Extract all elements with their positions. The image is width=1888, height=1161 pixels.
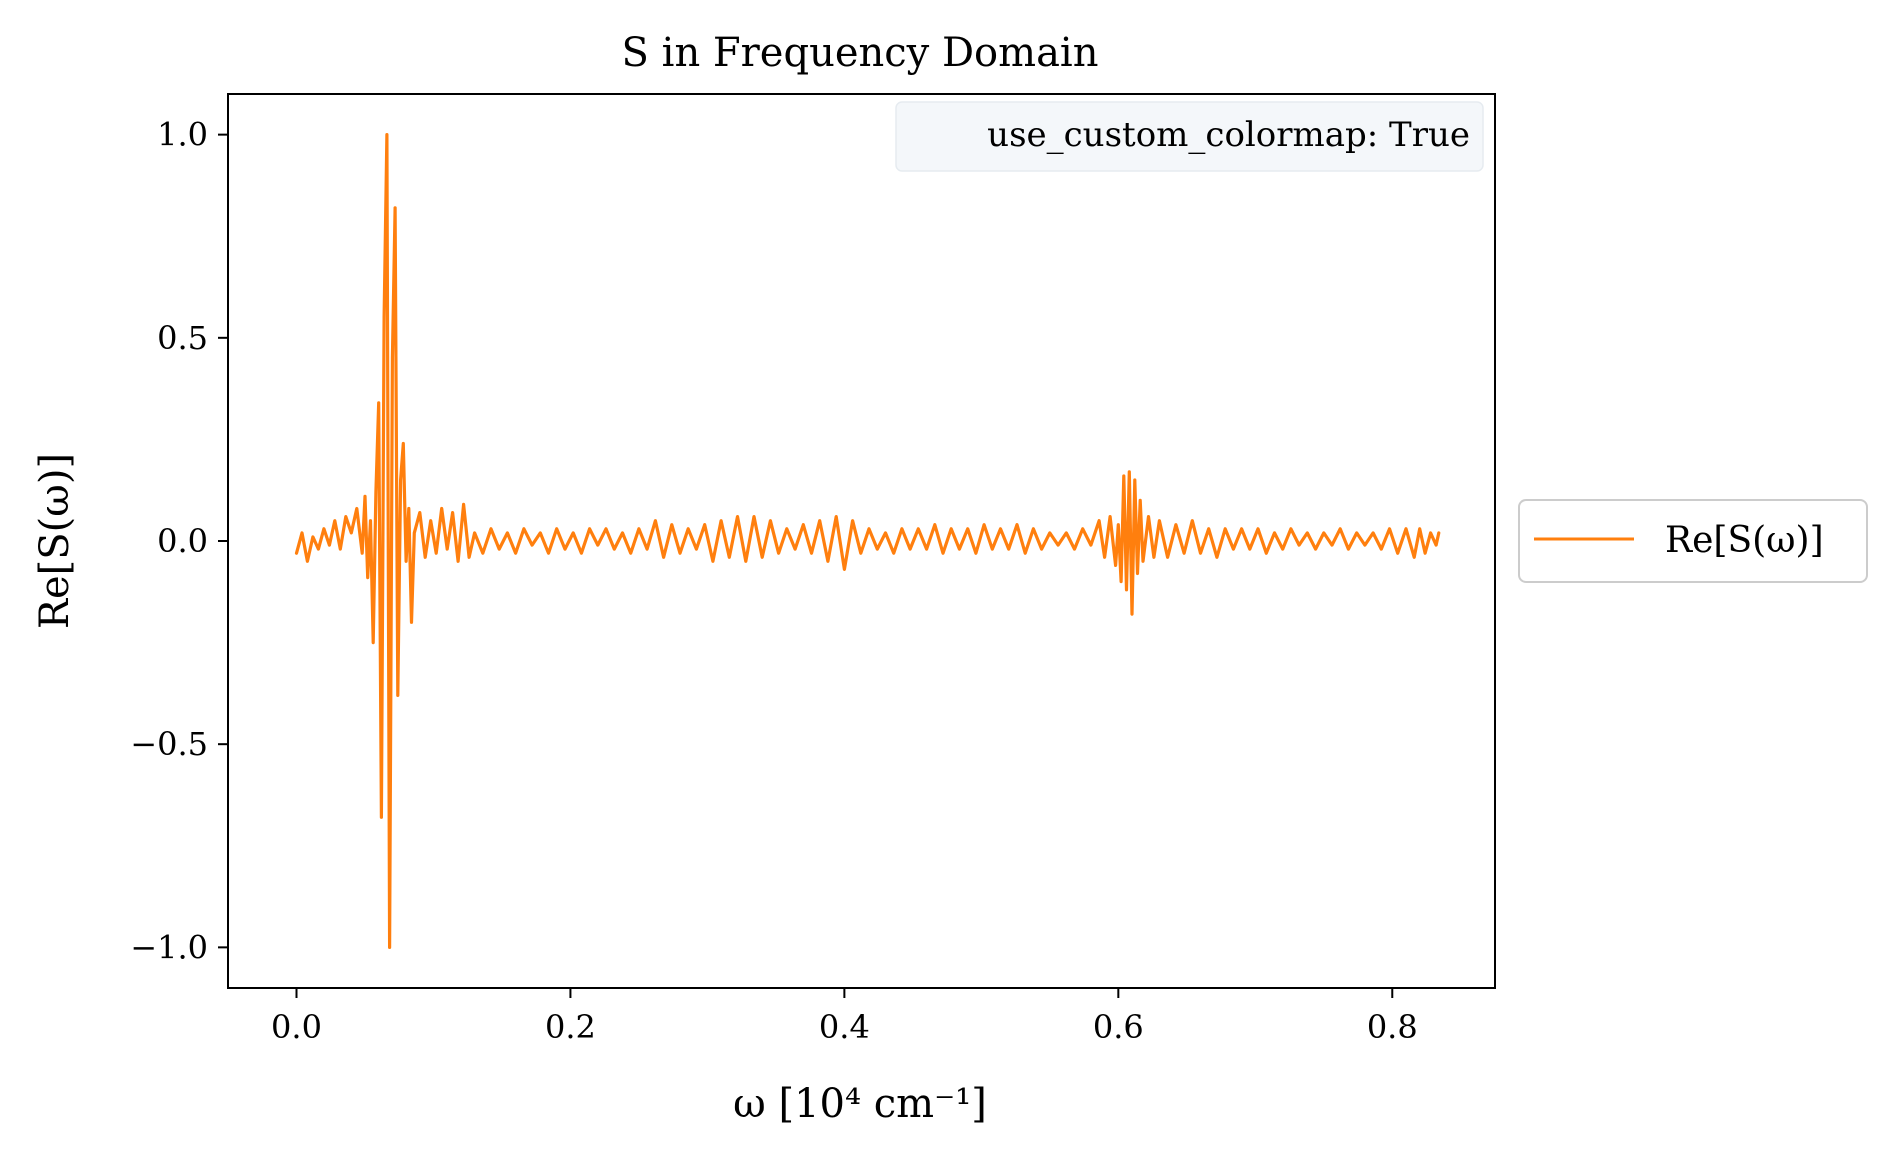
x-tick-label: 0.6 (1093, 1008, 1144, 1046)
plot-area: 0.0 0.2 0.4 0.6 0.8 −1.0 −0.5 0.0 0.5 1.0 (130, 93, 1496, 1046)
y-tick-label: 1.0 (157, 116, 208, 154)
chart-title: S in Frequency Domain (622, 30, 1099, 76)
series-line-0 (294, 133, 1441, 950)
x-axis-label: ω [10⁴ cm⁻¹] (733, 1081, 987, 1127)
y-tick-label: −0.5 (130, 725, 208, 763)
y-tick-label: −1.0 (130, 928, 208, 966)
x-tick-label: 0.8 (1367, 1008, 1418, 1046)
annotation-background (895, 101, 1484, 172)
legend-entry-label: Re[S(ω)] (1665, 520, 1824, 561)
annotation-text: use_custom_colormap: True (987, 115, 1470, 155)
annotation-box: use_custom_colormap: True (895, 101, 1484, 172)
legend: Re[S(ω)] (1518, 499, 1868, 583)
series-layer (294, 133, 1441, 950)
x-tick-label: 0.0 (271, 1008, 322, 1046)
x-tick-label: 0.4 (819, 1008, 870, 1046)
legend-frame (1518, 499, 1868, 583)
y-axis-ticks: −1.0 −0.5 0.0 0.5 1.0 (130, 116, 228, 966)
x-tick-label: 0.2 (545, 1008, 596, 1046)
y-tick-label: 0.5 (157, 319, 208, 357)
axes-frame (227, 93, 1496, 989)
y-tick-label: 0.0 (157, 522, 208, 560)
x-axis-ticks: 0.0 0.2 0.4 0.6 0.8 (271, 988, 1418, 1046)
y-axis-label: Re[S(ω)] (32, 453, 78, 629)
